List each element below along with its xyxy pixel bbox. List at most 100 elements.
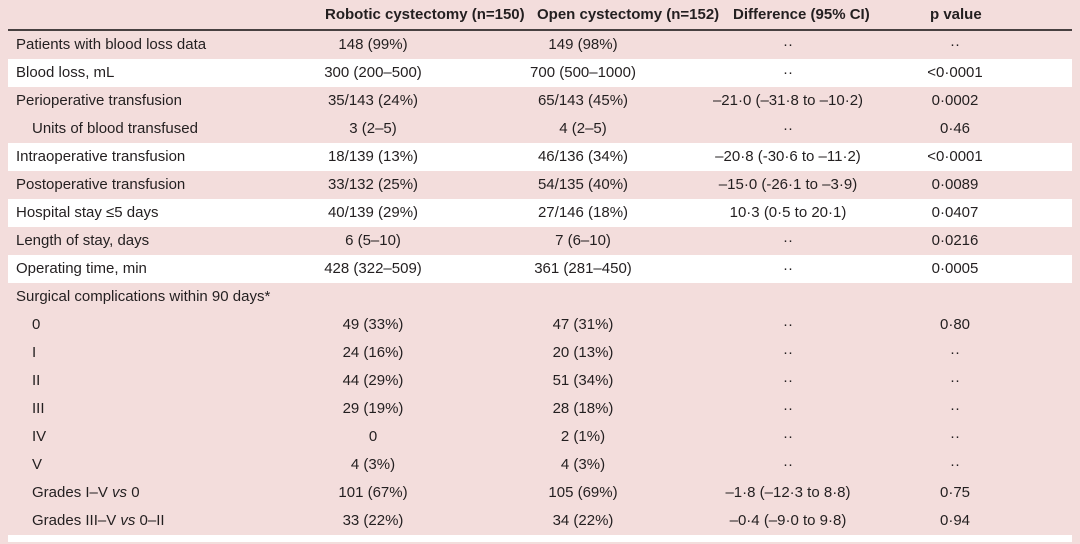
cell-pvalue: 0·80 bbox=[939, 316, 971, 333]
row-label: Length of stay, days bbox=[16, 232, 150, 249]
cell-pvalue: 0·94 bbox=[939, 512, 971, 529]
cell-open: 361 (281–450) bbox=[534, 260, 632, 277]
table-row: Units of blood transfused 3 (2–5) 4 (2–5) ·… bbox=[8, 115, 1072, 143]
cell-open: 27/146 (18%) bbox=[537, 204, 629, 221]
table-row: Intraoperative transfusion 18/139 (13%) 46… bbox=[8, 143, 1072, 171]
table-row: 0 49 (33%) 47 (31%) ·· 0·80 bbox=[8, 311, 1072, 339]
outcomes-table: Robotic cystectomy (n=150) Open cystecto… bbox=[8, 0, 1072, 535]
row-label: Units of blood transfused bbox=[32, 120, 198, 137]
cell-robotic: 428 (322–509) bbox=[324, 260, 422, 277]
cell-robotic: 49 (33%) bbox=[342, 316, 404, 333]
column-header-empty bbox=[8, 0, 288, 31]
cell-pvalue: ·· bbox=[950, 428, 960, 445]
cell-robotic: 24 (16%) bbox=[342, 344, 404, 361]
cell-open: 54/135 (40%) bbox=[537, 176, 629, 193]
table-row: Blood loss, mL 300 (200–500) 700 (500–1000… bbox=[8, 59, 1072, 87]
cell-open: 34 (22%) bbox=[552, 512, 614, 529]
cell-open: 700 (500–1000) bbox=[530, 64, 636, 81]
row-label: Surgical complications within 90 days* bbox=[16, 288, 271, 305]
row-label: Intraoperative transfusion bbox=[16, 148, 186, 165]
row-label: Hospital stay ≤5 days bbox=[16, 204, 159, 221]
cell-pvalue bbox=[868, 283, 1072, 311]
table-header: Robotic cystectomy (n=150) Open cystecto… bbox=[8, 0, 1072, 31]
cell-open: 2 (1%) bbox=[560, 428, 606, 445]
row-label: Postoperative transfusion bbox=[16, 176, 186, 193]
cell-difference: –0·4 (–9·0 to 9·8) bbox=[729, 512, 847, 529]
table-row: II 44 (29%) 51 (34%) ·· ·· bbox=[8, 367, 1072, 395]
table-row: Surgical complications within 90 days* bbox=[8, 283, 1072, 311]
cell-difference: –21·0 (–31·8 to –10·2) bbox=[712, 92, 864, 109]
cell-open: 4 (2–5) bbox=[559, 120, 607, 137]
row-label: Blood loss, mL bbox=[16, 64, 115, 81]
cell-robotic: 4 (3%) bbox=[350, 456, 396, 473]
table-row: Postoperative transfusion 33/132 (25%) 54/… bbox=[8, 171, 1072, 199]
cell-difference: ·· bbox=[783, 260, 793, 277]
column-header-robotic: Robotic cystectomy (n=150) bbox=[288, 0, 525, 31]
row-label: V bbox=[32, 456, 43, 473]
cell-pvalue: 0·0407 bbox=[931, 204, 979, 221]
table-row: Grades III–V vs 0–II 33 (22%) 34 (22%) –0·4… bbox=[8, 507, 1072, 535]
cell-open: 46/136 (34%) bbox=[537, 148, 629, 165]
cell-pvalue: <0·0001 bbox=[927, 148, 983, 165]
cell-pvalue: 0·75 bbox=[939, 484, 971, 501]
cell-open: 47 (31%) bbox=[552, 316, 614, 333]
cell-difference: ·· bbox=[783, 36, 793, 53]
table-row: III 29 (19%) 28 (18%) ·· ·· bbox=[8, 395, 1072, 423]
row-label: I bbox=[32, 344, 37, 361]
cell-robotic: 35/143 (24%) bbox=[327, 92, 419, 109]
cell-pvalue: ·· bbox=[950, 36, 960, 53]
cell-robotic: 101 (67%) bbox=[338, 484, 408, 501]
table-row: Grades I–V vs 0 101 (67%) 105 (69%) –1·8 (–… bbox=[8, 479, 1072, 507]
table-row: Perioperative transfusion 35/143 (24%) 65/… bbox=[8, 87, 1072, 115]
cell-difference bbox=[708, 283, 868, 311]
cell-robotic bbox=[288, 283, 458, 311]
cell-robotic: 300 (200–500) bbox=[324, 64, 422, 81]
column-header-pvalue: p value bbox=[868, 0, 1072, 31]
outcomes-table-container: Robotic cystectomy (n=150) Open cystecto… bbox=[8, 0, 1072, 535]
cell-difference: ·· bbox=[783, 120, 793, 137]
column-header-open: Open cystectomy (n=152) bbox=[458, 0, 719, 31]
cell-pvalue: ·· bbox=[950, 400, 960, 417]
cell-robotic: 33/132 (25%) bbox=[327, 176, 419, 193]
cell-difference: –15·0 (-26·1 to –3·9) bbox=[718, 176, 858, 193]
cell-difference: ·· bbox=[783, 316, 793, 333]
cell-robotic: 40/139 (29%) bbox=[327, 204, 419, 221]
cell-pvalue: <0·0001 bbox=[927, 64, 983, 81]
cell-pvalue: 0·46 bbox=[939, 120, 971, 137]
cell-open bbox=[458, 283, 708, 311]
row-label: 0 bbox=[32, 316, 41, 333]
table-row: I 24 (16%) 20 (13%) ·· ·· bbox=[8, 339, 1072, 367]
cell-open: 105 (69%) bbox=[548, 484, 618, 501]
cell-difference: ·· bbox=[783, 428, 793, 445]
cell-difference: ·· bbox=[783, 344, 793, 361]
cell-robotic: 18/139 (13%) bbox=[327, 148, 419, 165]
cell-robotic: 6 (5–10) bbox=[345, 232, 401, 249]
row-label: II bbox=[32, 372, 41, 389]
cell-pvalue: ·· bbox=[950, 372, 960, 389]
table-row: IV 0 2 (1%) ·· ·· bbox=[8, 423, 1072, 451]
row-label: IV bbox=[32, 428, 47, 445]
cell-pvalue: 0·0089 bbox=[931, 176, 979, 193]
cell-robotic: 44 (29%) bbox=[342, 372, 404, 389]
row-label: Grades I–V vs 0 bbox=[32, 484, 140, 501]
cell-open: 28 (18%) bbox=[552, 400, 614, 417]
cell-difference: ·· bbox=[783, 456, 793, 473]
cell-difference: ·· bbox=[783, 372, 793, 389]
table-row: V 4 (3%) 4 (3%) ·· ·· bbox=[8, 451, 1072, 479]
table-row: Hospital stay ≤5 days 40/139 (29%) 27/146 … bbox=[8, 199, 1072, 227]
cell-robotic: 148 (99%) bbox=[338, 36, 408, 53]
cell-robotic: 0 bbox=[368, 428, 378, 445]
cell-pvalue: 0·0216 bbox=[931, 232, 979, 249]
row-label: Patients with blood loss data bbox=[16, 36, 207, 53]
cell-robotic: 3 (2–5) bbox=[349, 120, 397, 137]
row-label: Operating time, min bbox=[16, 260, 147, 277]
cell-pvalue: ·· bbox=[950, 344, 960, 361]
row-label: Grades III–V vs 0–II bbox=[32, 512, 165, 529]
cell-open: 20 (13%) bbox=[552, 344, 614, 361]
cell-open: 65/143 (45%) bbox=[537, 92, 629, 109]
cell-difference: ·· bbox=[783, 64, 793, 81]
row-label: Perioperative transfusion bbox=[16, 92, 182, 109]
cell-open: 4 (3%) bbox=[560, 456, 606, 473]
cell-pvalue: 0·0002 bbox=[931, 92, 979, 109]
table-row: Patients with blood loss data 148 (99%) 14… bbox=[8, 30, 1072, 59]
